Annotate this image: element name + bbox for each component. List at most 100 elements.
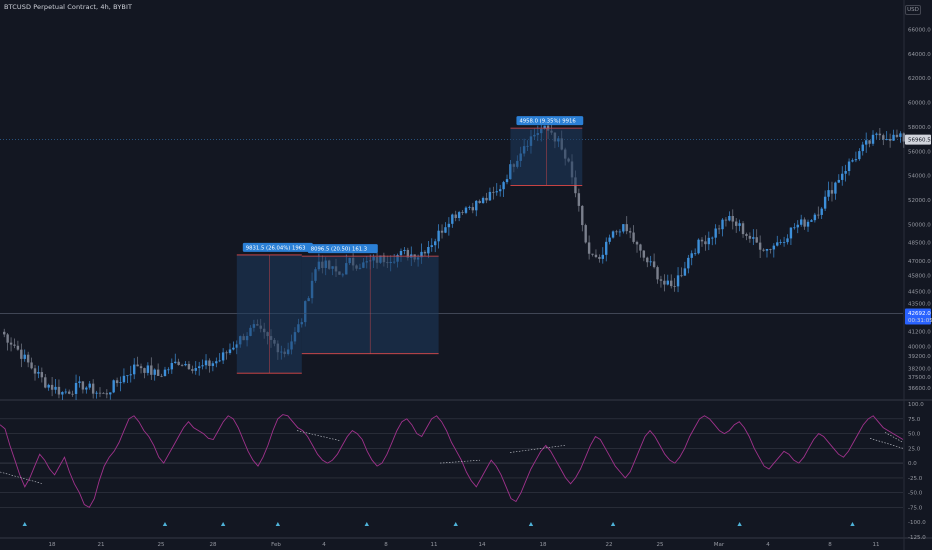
candle-body: [44, 377, 47, 388]
candle-body: [892, 134, 895, 141]
candle-body: [827, 190, 830, 197]
candle-body: [577, 193, 581, 206]
price-tick-label: 62000.0: [908, 76, 931, 82]
candle-body: [772, 245, 776, 250]
candle-body: [748, 235, 752, 239]
candle-body: [447, 223, 451, 228]
candle-body: [177, 361, 180, 365]
candle-body: [495, 191, 498, 193]
candle-body: [868, 140, 871, 144]
candle-body: [803, 219, 806, 227]
osc-tick-label: 100.0: [908, 402, 924, 408]
candle-body: [823, 196, 827, 209]
current-price-tag: 56960.5: [908, 138, 931, 144]
candle-body: [841, 173, 844, 180]
signal-marker: [364, 522, 369, 526]
candle-body: [201, 365, 204, 367]
oscillator-pane[interactable]: [0, 414, 904, 526]
candle-body: [656, 267, 659, 280]
candle-body: [13, 344, 16, 346]
candle-body: [498, 189, 502, 192]
time-tick-label: 4: [766, 542, 770, 548]
candle-body: [745, 234, 748, 236]
candle-body: [793, 227, 796, 229]
candle-body: [769, 248, 772, 250]
candle-body: [875, 133, 878, 135]
candle-body: [37, 372, 40, 374]
candle-body: [680, 275, 683, 277]
candle-body: [762, 249, 765, 251]
candle-body: [834, 182, 837, 194]
candle-body: [174, 361, 177, 364]
candle-body: [844, 171, 847, 174]
price-tick-label: 44500.0: [908, 289, 931, 295]
measure-label: 8096.5 (20.50) 161.3: [311, 247, 367, 253]
candle-body: [423, 251, 427, 254]
measurement-boxes[interactable]: 9831.5 (26.04%) 1963 8096.5 (20.50) 161.3…: [236, 116, 584, 374]
candle-body: [464, 207, 468, 213]
candle-body: [646, 257, 649, 263]
candle-body: [430, 245, 433, 247]
candle-body: [625, 224, 628, 232]
price-tick-label: 40000.0: [908, 344, 931, 350]
candle-body: [659, 279, 663, 281]
candle-body: [16, 345, 20, 350]
cursor-price-tag-bg: [905, 308, 931, 325]
candle-body: [584, 225, 587, 243]
candle-body: [738, 223, 741, 226]
candle-body: [444, 227, 447, 233]
candle-body: [471, 207, 475, 211]
candle-body: [707, 237, 711, 245]
candle-body: [765, 248, 769, 251]
candle-body: [649, 261, 652, 263]
signal-marker: [162, 522, 168, 526]
candle-body: [33, 368, 37, 374]
candle-body: [129, 374, 132, 376]
time-tick-label: 8: [384, 542, 388, 548]
candle-body: [91, 383, 95, 394]
candle-body: [690, 253, 693, 258]
signal-marker: [850, 522, 855, 526]
time-tick-label: 22: [606, 542, 613, 548]
candle-body: [700, 239, 704, 242]
candle-body: [420, 251, 423, 258]
axes[interactable]: 66000.0 64000.0 62000.0 60000.0 58000.0 56000…: [49, 27, 932, 548]
candle-body: [789, 227, 793, 239]
osc-tick-label: -75.0: [908, 505, 923, 511]
candle-body: [776, 242, 779, 246]
candle-body: [109, 392, 112, 395]
candle-body: [717, 228, 721, 230]
candle-body: [731, 216, 734, 222]
candle-body: [235, 344, 239, 348]
osc-tick-label: -25.0: [908, 476, 923, 482]
candle-body: [734, 221, 738, 226]
candle-body: [163, 369, 167, 377]
candle-body: [899, 133, 902, 137]
time-tick-label: 8: [828, 542, 832, 548]
candle-body: [485, 197, 488, 201]
signal-marker: [737, 522, 742, 526]
candle-body: [197, 366, 201, 369]
candle-body: [146, 365, 150, 373]
measure-label: 4958.0 (9.35%) 9916: [519, 119, 576, 125]
candle-body: [639, 244, 642, 251]
osc-tick-label: -100.0: [908, 520, 926, 526]
candle-body: [191, 369, 194, 371]
candle-body: [673, 286, 676, 287]
candle-body: [642, 250, 646, 258]
price-tick-label: 38200.0: [908, 366, 931, 372]
candle-body: [23, 354, 26, 359]
candle-body: [618, 231, 622, 233]
candle-body: [122, 375, 126, 383]
candle-body: [61, 392, 64, 395]
candle-body: [475, 200, 478, 211]
oscillator-line: [0, 414, 904, 509]
current-price-tag-bg: [905, 134, 931, 145]
candle-body: [461, 212, 464, 213]
candle-body: [895, 134, 899, 137]
osc-tick-label: 50.0: [908, 432, 921, 438]
currency-button[interactable]: USD: [905, 5, 921, 15]
candle-body: [187, 363, 191, 370]
osc-tick-label: -125.0: [908, 535, 926, 541]
